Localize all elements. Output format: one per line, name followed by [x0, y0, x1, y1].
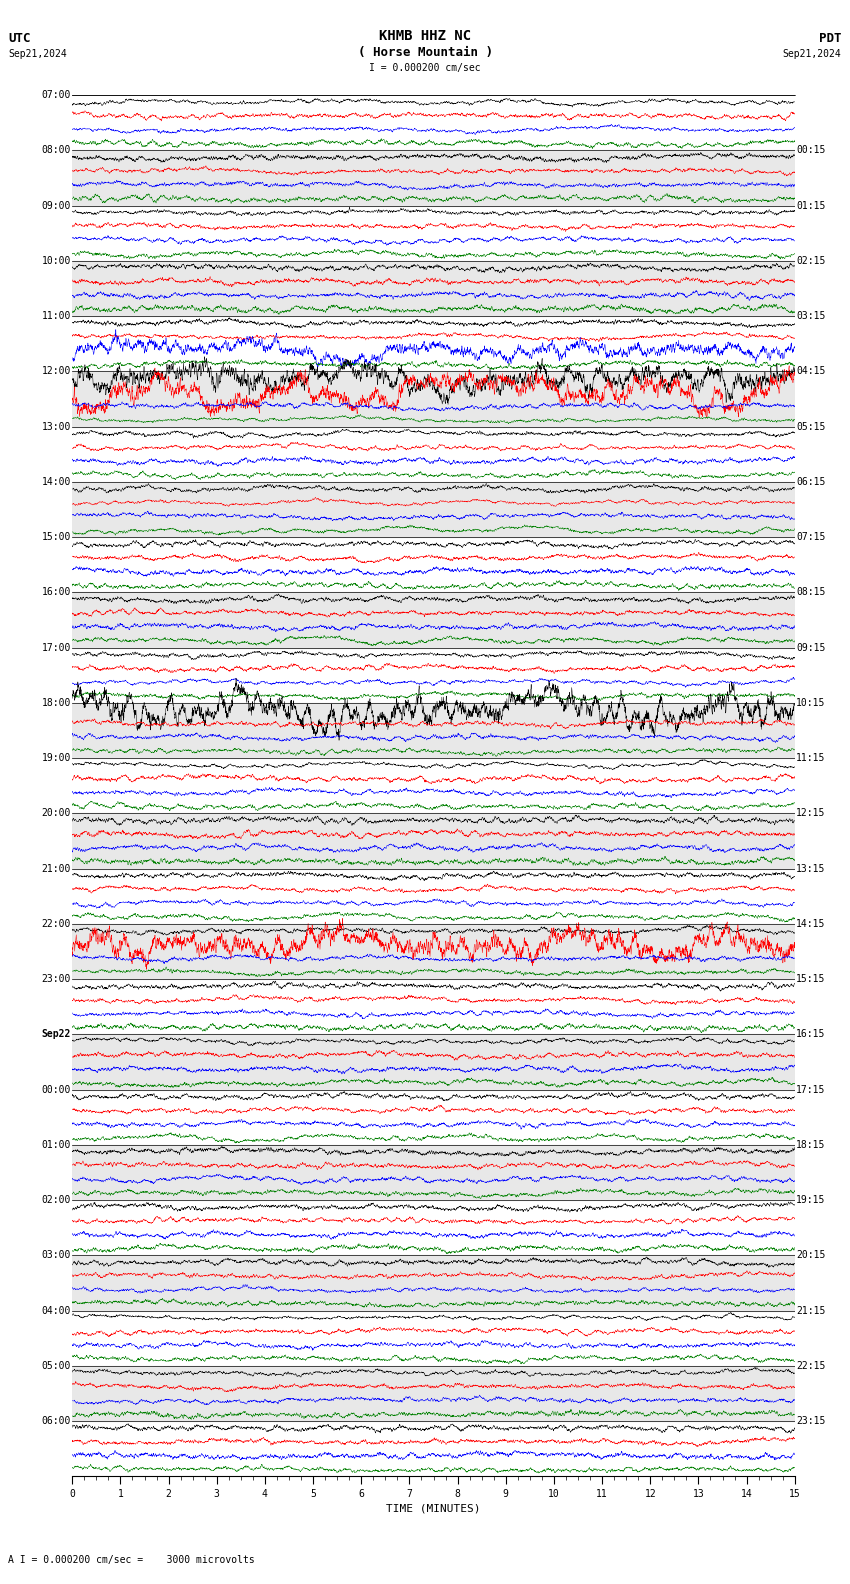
Bar: [72, 150, 795, 206]
Text: 06:00: 06:00: [42, 1416, 71, 1426]
Text: 22:00: 22:00: [42, 919, 71, 928]
Text: 13:15: 13:15: [796, 863, 825, 873]
Bar: [72, 1145, 795, 1201]
Text: 13:00: 13:00: [42, 421, 71, 431]
Text: 03:00: 03:00: [42, 1250, 71, 1261]
Text: 09:15: 09:15: [796, 643, 825, 653]
Text: 19:00: 19:00: [42, 752, 71, 763]
Text: 20:15: 20:15: [796, 1250, 825, 1261]
Text: 16:15: 16:15: [796, 1030, 825, 1039]
Text: 17:15: 17:15: [796, 1085, 825, 1095]
Text: 05:15: 05:15: [796, 421, 825, 431]
Text: 01:15: 01:15: [796, 201, 825, 211]
Text: 07:00: 07:00: [42, 90, 71, 100]
Text: 21:15: 21:15: [796, 1305, 825, 1316]
Text: 20:00: 20:00: [42, 808, 71, 819]
Text: PDT: PDT: [819, 32, 842, 44]
Text: 14:00: 14:00: [42, 477, 71, 486]
Bar: [72, 592, 795, 648]
Text: Sep22: Sep22: [42, 1030, 71, 1039]
Bar: [72, 703, 795, 759]
Text: 12:00: 12:00: [42, 366, 71, 377]
Text: Sep21,2024: Sep21,2024: [8, 49, 67, 59]
Text: 09:00: 09:00: [42, 201, 71, 211]
Text: Sep21,2024: Sep21,2024: [783, 49, 842, 59]
Text: 23:15: 23:15: [796, 1416, 825, 1426]
Text: 02:15: 02:15: [796, 255, 825, 266]
Text: I = 0.000200 cm/sec: I = 0.000200 cm/sec: [369, 63, 481, 73]
Bar: [72, 1034, 795, 1090]
Text: 02:00: 02:00: [42, 1194, 71, 1205]
Text: 10:15: 10:15: [796, 699, 825, 708]
Bar: [72, 371, 795, 426]
Text: 17:00: 17:00: [42, 643, 71, 653]
Bar: [72, 1255, 795, 1310]
Text: 18:15: 18:15: [796, 1140, 825, 1150]
Text: 05:00: 05:00: [42, 1361, 71, 1370]
Bar: [72, 482, 795, 537]
Text: 11:15: 11:15: [796, 752, 825, 763]
Text: 15:15: 15:15: [796, 974, 825, 984]
Text: 14:15: 14:15: [796, 919, 825, 928]
Text: 08:00: 08:00: [42, 146, 71, 155]
Text: 22:15: 22:15: [796, 1361, 825, 1370]
Text: UTC: UTC: [8, 32, 31, 44]
Text: 00:15: 00:15: [796, 146, 825, 155]
Text: 18:00: 18:00: [42, 699, 71, 708]
Text: 01:00: 01:00: [42, 1140, 71, 1150]
Text: 21:00: 21:00: [42, 863, 71, 873]
Bar: [72, 261, 795, 317]
Text: 08:15: 08:15: [796, 588, 825, 597]
Text: KHMB HHZ NC: KHMB HHZ NC: [379, 29, 471, 43]
Text: 11:00: 11:00: [42, 310, 71, 322]
Text: 10:00: 10:00: [42, 255, 71, 266]
Text: A I = 0.000200 cm/sec =    3000 microvolts: A I = 0.000200 cm/sec = 3000 microvolts: [8, 1555, 255, 1565]
Text: 15:00: 15:00: [42, 532, 71, 542]
Text: ( Horse Mountain ): ( Horse Mountain ): [358, 46, 492, 59]
Text: 04:15: 04:15: [796, 366, 825, 377]
Text: 04:00: 04:00: [42, 1305, 71, 1316]
Text: 16:00: 16:00: [42, 588, 71, 597]
Text: 19:15: 19:15: [796, 1194, 825, 1205]
Bar: [72, 813, 795, 868]
Text: 03:15: 03:15: [796, 310, 825, 322]
X-axis label: TIME (MINUTES): TIME (MINUTES): [386, 1503, 481, 1514]
Bar: [72, 923, 795, 979]
Text: 00:00: 00:00: [42, 1085, 71, 1095]
Text: 06:15: 06:15: [796, 477, 825, 486]
Bar: [72, 1365, 795, 1421]
Text: 07:15: 07:15: [796, 532, 825, 542]
Text: 23:00: 23:00: [42, 974, 71, 984]
Text: 12:15: 12:15: [796, 808, 825, 819]
